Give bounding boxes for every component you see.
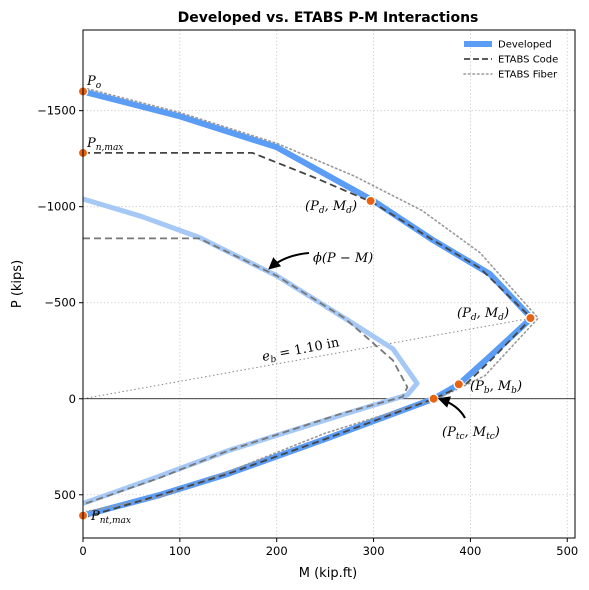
chart-title: Developed vs. ETABS P-M Interactions <box>178 10 479 26</box>
x-tick-label: 100 <box>169 544 191 558</box>
series-developed-design-phi <box>83 199 417 503</box>
x-tick-label: 0 <box>79 544 86 558</box>
x-tick-label: 400 <box>459 544 481 558</box>
key-point-marker <box>526 313 535 322</box>
label-pb-mb: (Pb, Mb) <box>470 379 522 396</box>
y-tick-label: −1500 <box>37 104 76 118</box>
y-tick-label: 0 <box>69 392 76 406</box>
y-tick-label: 500 <box>54 488 76 502</box>
x-tick-label: 300 <box>363 544 385 558</box>
legend-label: ETABS Code <box>498 55 558 66</box>
label-p-n-max: Pn,max <box>86 136 123 153</box>
key-point-marker <box>454 380 463 389</box>
label-pd-md-upper: (Pd, Md) <box>305 199 357 216</box>
label-ptc-mtc: (Ptc, Mtc) <box>442 425 500 442</box>
key-point-marker <box>366 196 375 205</box>
annotations: Po Pn,max Pnt,max (Pd, Md) (Pd, Md) (Pb, Mb) (… <box>86 74 522 526</box>
x-tick-label: 200 <box>266 544 288 558</box>
x-axis-label: M (kip.ft) <box>299 566 357 581</box>
label-eccentricity: eb = 1.10 in <box>261 335 342 367</box>
x-tick-label: 500 <box>556 544 578 558</box>
label-p-o: Po <box>86 74 102 91</box>
eccentricity-line <box>83 318 531 399</box>
label-pd-md-lower: (Pd, Md) <box>457 306 509 323</box>
y-tick-label: −1000 <box>37 200 76 214</box>
series-developed-nominal <box>83 92 531 516</box>
legend: Developed ETABS Code ETABS Fiber <box>464 40 558 81</box>
legend-label: Developed <box>498 40 552 51</box>
legend-label: ETABS Fiber <box>498 70 558 81</box>
key-point-marker <box>429 394 438 403</box>
key-points <box>78 87 535 520</box>
label-phi-pm: ϕ(P − M) <box>313 251 373 266</box>
label-p-nt-max: Pnt,max <box>90 509 131 526</box>
phi-arrow <box>270 253 309 268</box>
y-axis-label: P (kips) <box>10 260 25 308</box>
ptc-arrow <box>440 399 465 418</box>
y-tick-label: −500 <box>44 296 76 310</box>
